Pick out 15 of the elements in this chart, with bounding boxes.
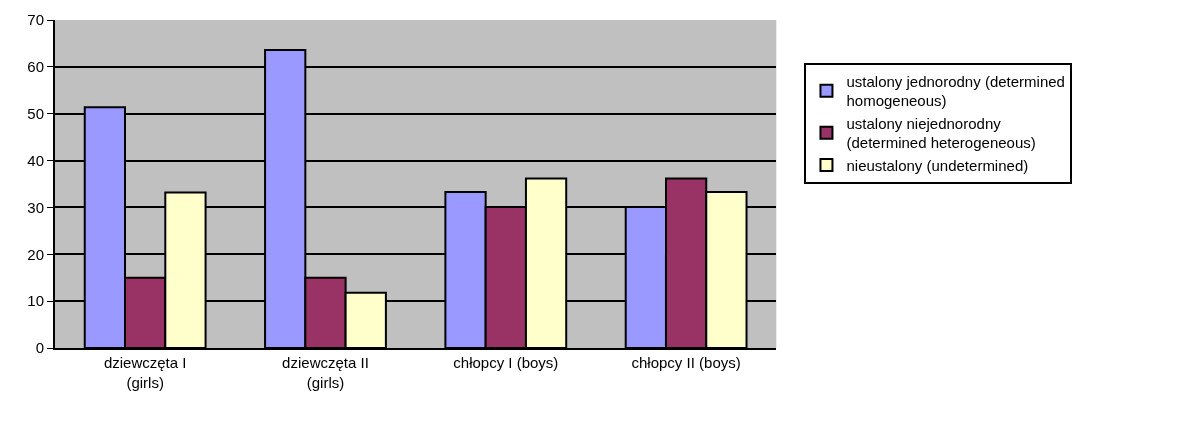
legend-label: ustalony niejednorodny (determined heterogeneous): [846, 114, 1036, 152]
legend-label: nieustalony (undetermined): [846, 156, 1029, 174]
y-tick-label: 0: [35, 339, 44, 357]
y-tick-label: 70: [27, 11, 44, 29]
x-tick-label: dziewczęta II (girls): [282, 354, 369, 391]
y-tick-label: 10: [27, 292, 44, 310]
x-tick-label: chłopcy I (boys): [453, 354, 559, 371]
y-tick-label: 20: [27, 245, 44, 263]
y-tick-label: 30: [27, 198, 44, 216]
legend-label: ustalony jednorodny (determined homogeneous): [846, 72, 1065, 110]
x-tick-label: chłopcy II (boys): [631, 354, 741, 371]
x-tick-label: dziewczęta I (girls): [103, 354, 187, 391]
y-tick-label: 50: [27, 104, 44, 122]
y-tick-label: 40: [27, 151, 44, 169]
y-tick-label: 60: [27, 58, 44, 76]
